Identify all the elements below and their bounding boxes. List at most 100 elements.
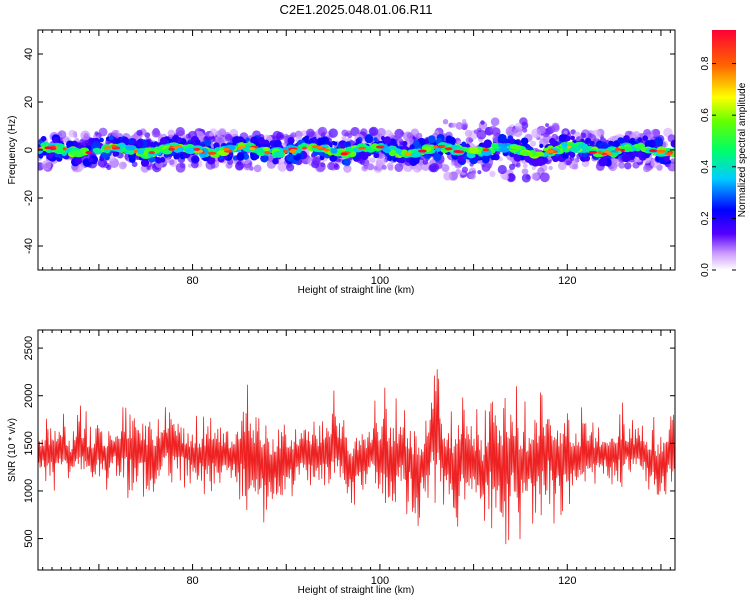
spectrogram-cell — [383, 136, 392, 144]
spectrogram-cell — [539, 172, 550, 183]
spectrogram-cell — [381, 164, 387, 170]
spectrogram-cell — [502, 174, 509, 181]
spectrogram-cell — [469, 172, 476, 180]
spectrogram-cell — [557, 161, 567, 170]
spectrogram-cell — [457, 153, 467, 163]
spectrogram-cell — [340, 152, 349, 156]
spectrogram-cell — [515, 162, 521, 168]
spectrogram-cell — [46, 151, 54, 159]
spectrogram-cell — [155, 157, 162, 164]
spectrogram-cell — [175, 126, 185, 137]
spectrogram-cell — [654, 137, 664, 147]
spectrogram-cell — [643, 164, 651, 173]
spectrogram-cell — [455, 122, 464, 130]
snr-y-ticks: 500 1000 1500 2000 2500 — [23, 336, 675, 548]
spectrogram-cell — [519, 117, 528, 126]
colorbar: 0.0 0.2 0.4 0.6 0.8 Normalized spectral ampl… — [700, 30, 748, 277]
spectrogram-cell — [290, 132, 297, 139]
spectrogram-cell — [301, 130, 308, 137]
spectrogram-cell — [508, 163, 516, 171]
spectrogram-cell — [341, 135, 347, 141]
spectrogram-cell — [461, 119, 467, 124]
spectrogram-cell — [413, 140, 420, 147]
spectrogram-cell — [466, 152, 476, 159]
spectrogram-x-ticks: 80 100 120 — [42, 30, 671, 287]
spectrogram-cell — [264, 139, 269, 145]
spectrogram-cell — [505, 126, 516, 137]
spectrogram-cell — [462, 155, 468, 160]
spectrogram-cell — [140, 158, 150, 167]
spectrogram-cell — [569, 151, 576, 158]
spectrogram-cell — [85, 151, 92, 155]
spectrogram-xtick-label: 100 — [371, 275, 389, 287]
spectrogram-cell — [456, 140, 462, 145]
spectrogram-cell — [179, 162, 186, 169]
spectrogram-cell — [461, 141, 467, 146]
spectrogram-cell — [101, 152, 108, 159]
spectrogram-cell — [207, 151, 217, 155]
spectrogram-cell — [539, 143, 544, 148]
spectrogram-cell — [572, 163, 579, 170]
snr-panel: 500 1000 1500 2000 2500 80 100 120 Height of s… — [7, 329, 676, 596]
spectrogram-cell — [311, 145, 319, 149]
spectrogram-cell — [521, 168, 529, 175]
spectrogram-cell — [596, 143, 601, 148]
spectrogram-cell — [312, 136, 317, 142]
spectrogram-cell — [94, 141, 99, 147]
spectrogram-cell — [552, 155, 560, 163]
spectrogram-cell — [209, 132, 214, 137]
spectrogram-cell — [462, 124, 468, 130]
spectrogram-cell — [41, 160, 52, 170]
spectrogram-cell — [509, 138, 515, 144]
spectrogram-ytick-label: 40 — [23, 48, 35, 60]
spectrogram-cell — [151, 128, 161, 138]
snr-ytick-label: 2500 — [23, 336, 35, 360]
spectrogram-cell — [287, 137, 295, 145]
spectrogram-cell — [133, 149, 138, 153]
spectrogram-cell — [537, 126, 546, 135]
spectrogram-cell — [283, 149, 288, 153]
spectrogram-cell — [323, 148, 330, 152]
spectrogram-cell — [482, 148, 490, 152]
spectrogram-cell — [117, 133, 123, 139]
spectrogram-ytick-label: -20 — [23, 190, 35, 206]
spectrogram-cell — [236, 160, 242, 166]
spectrogram-cell — [476, 129, 487, 140]
spectrogram-cell — [273, 150, 285, 158]
spectrogram-cell — [366, 163, 375, 171]
spectrogram-cell — [507, 173, 515, 182]
spectrogram-cell — [416, 132, 423, 139]
spectrogram-cell — [545, 149, 555, 153]
snr-x-ticks: 80 100 120 — [42, 330, 671, 587]
spectrogram-cell — [623, 135, 630, 142]
spectrogram-cell — [111, 144, 117, 148]
spectrogram-cell — [131, 161, 138, 168]
colorbar-ticks: 0.0 0.2 0.4 0.6 0.8 — [700, 56, 736, 277]
spectrogram-cell — [649, 140, 656, 147]
spectrogram-cell — [343, 158, 351, 166]
spectrogram-ytick-label: 20 — [23, 96, 35, 108]
spectrogram-cell — [531, 172, 539, 181]
spectrogram-cell — [650, 128, 661, 139]
spectrogram-cell — [167, 129, 176, 138]
spectrogram-cell — [606, 152, 613, 156]
spectrogram-cell — [44, 146, 53, 150]
spectrogram-cell — [174, 144, 183, 148]
spectrogram-cell — [620, 148, 625, 152]
spectrogram-cell — [598, 157, 608, 167]
spectrogram-cell — [394, 163, 404, 172]
spectrogram-cell — [340, 143, 346, 149]
spectrogram-cell — [272, 158, 279, 165]
spectrogram-cell — [172, 135, 180, 143]
spectrogram-cell — [417, 149, 427, 153]
spectrogram-cell — [578, 143, 589, 149]
spectrogram-cell — [312, 156, 321, 166]
spectrogram-cell — [361, 164, 369, 172]
spectrogram-ylabel: Frequency (Hz) — [7, 116, 18, 185]
spectrogram-cell — [617, 137, 624, 144]
spectrogram-cell — [670, 158, 675, 164]
spectrogram-cell — [427, 135, 436, 144]
spectrogram-cell — [451, 122, 457, 128]
spectrogram-cell — [128, 155, 136, 163]
spectrogram-cell — [302, 146, 307, 150]
